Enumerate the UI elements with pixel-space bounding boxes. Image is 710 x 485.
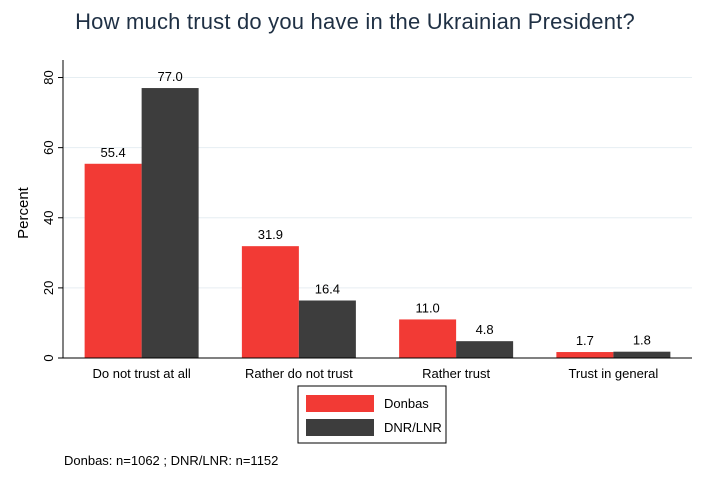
y-tick-label: 0 bbox=[41, 354, 56, 361]
bar bbox=[241, 246, 299, 358]
data-label: 1.8 bbox=[633, 333, 651, 348]
x-axis: Do not trust at all Rather do not trust Ra… bbox=[63, 357, 692, 381]
bar bbox=[399, 319, 457, 358]
legend-swatch bbox=[306, 395, 374, 412]
data-label: 1.7 bbox=[576, 333, 594, 348]
data-label: 31.9 bbox=[258, 227, 283, 242]
x-tick-label: Do not trust at all bbox=[92, 366, 190, 381]
data-label: 55.4 bbox=[100, 145, 125, 160]
data-label: 11.0 bbox=[415, 300, 439, 315]
x-tick-label: Rather do not trust bbox=[245, 366, 353, 381]
bar bbox=[298, 300, 356, 358]
y-tick-label: 20 bbox=[41, 281, 56, 295]
bar bbox=[556, 352, 614, 358]
legend-swatch bbox=[306, 419, 374, 436]
data-label: 77.0 bbox=[157, 69, 182, 84]
sample-size-note: Donbas: n=1062 ; DNR/LNR: n=1152 bbox=[64, 453, 279, 468]
legend: Donbas DNR/LNR bbox=[297, 385, 447, 444]
bar bbox=[613, 351, 671, 358]
y-tick-label: 40 bbox=[41, 211, 56, 225]
legend-label: DNR/LNR bbox=[384, 420, 442, 435]
y-axis-label: Percent bbox=[15, 186, 32, 239]
bar bbox=[141, 88, 199, 358]
value-labels: 55.4 77.0 31.9 16.4 11.0 4.8 1.7 1.8 bbox=[100, 69, 650, 348]
legend-label: Donbas bbox=[384, 396, 429, 411]
bar bbox=[456, 341, 514, 358]
y-tick-label: 80 bbox=[41, 70, 56, 84]
x-tick-label: Trust in general bbox=[568, 366, 658, 381]
bar bbox=[84, 163, 142, 358]
x-tick-label: Rather trust bbox=[422, 366, 490, 381]
y-tick-label: 60 bbox=[41, 140, 56, 154]
data-label: 4.8 bbox=[476, 322, 494, 337]
y-axis: 0 20 40 60 80 bbox=[41, 60, 64, 362]
bars bbox=[84, 88, 671, 358]
data-label: 16.4 bbox=[315, 282, 340, 297]
chart-title: How much trust do you have in the Ukrain… bbox=[75, 9, 635, 34]
